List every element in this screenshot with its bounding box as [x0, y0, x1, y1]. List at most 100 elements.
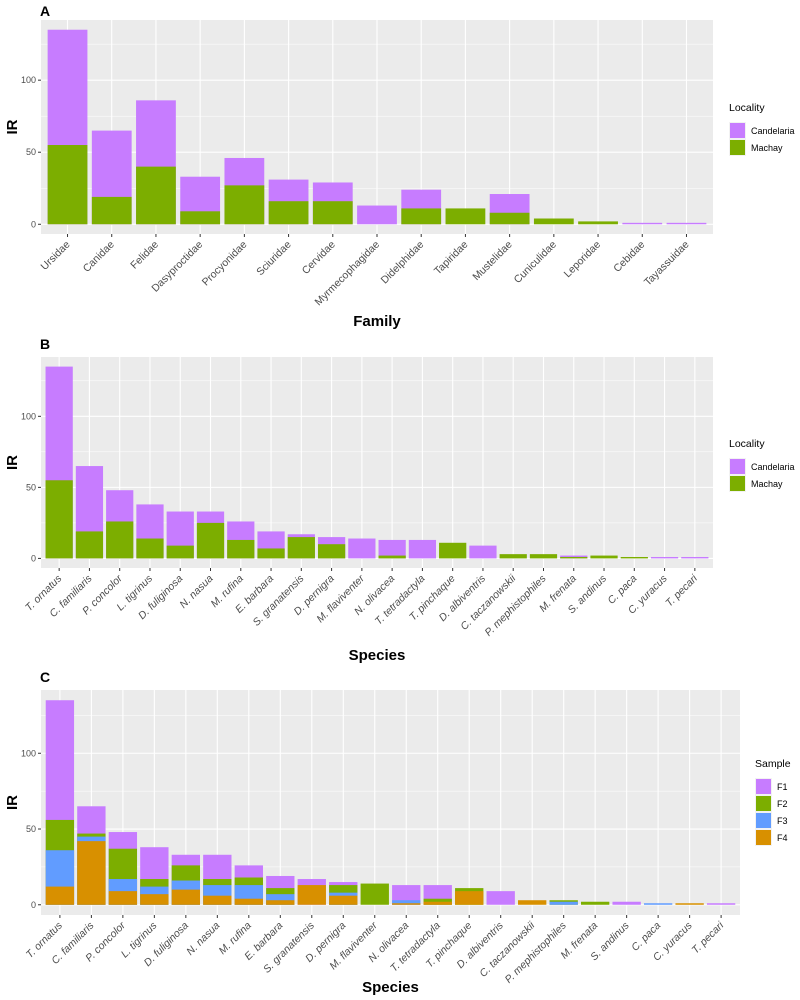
bar-f4-c-familiaris — [77, 841, 106, 905]
bar-f1-d-albiventris — [486, 891, 515, 905]
y-axis-title: IR — [4, 119, 21, 134]
x-tick-label: Procyonidae — [200, 239, 250, 289]
x-axis-title: Species — [349, 647, 406, 664]
bar-f4-t-tetradactyla — [423, 901, 452, 905]
bar-f1-t-pecari — [706, 903, 736, 905]
legend-swatch-machay — [730, 140, 745, 155]
bar-f4-s-granatensis — [297, 885, 326, 905]
y-tick-label: 100 — [21, 75, 36, 85]
bar-f4-t-pinchaque — [455, 891, 484, 905]
x-tick-label: N. nasua — [184, 920, 222, 958]
y-tick-label: 100 — [21, 748, 36, 758]
bar-machay-m-frenata — [560, 556, 588, 559]
x-tick-label: Mustelidae — [470, 239, 515, 284]
y-tick-label: 0 — [31, 900, 36, 910]
bar-machay-n-nasua — [196, 522, 225, 559]
x-tick-label: T. pecari — [690, 919, 727, 956]
bar-machay-procyonidae — [224, 185, 265, 225]
x-tick-label: N. nasua — [177, 573, 215, 611]
bar-machay-p-mephistophiles — [529, 554, 558, 559]
bar-machay-c-paca — [620, 556, 648, 559]
bar-candelaria-m-frenata — [560, 555, 588, 559]
bar-machay-cuniculidae — [533, 218, 574, 225]
y-tick-label: 50 — [26, 824, 36, 834]
bar-f3-p-mephistophiles — [549, 901, 578, 905]
bar-candelaria-n-olivacea — [378, 539, 406, 559]
bar-f4-e-barbara — [266, 900, 295, 905]
legend-label-machay: Machay — [751, 143, 783, 153]
legend-swatch-candelaria — [730, 459, 745, 474]
legend-swatch-candelaria — [730, 123, 745, 138]
legend-title: Locality — [729, 102, 765, 114]
x-tick-label: Ursidae — [39, 239, 73, 273]
bar-f4-d-fuliginosa — [171, 889, 201, 905]
legend-label-f4: F4 — [777, 833, 788, 843]
bar-machay-t-pinchaque — [439, 542, 467, 559]
legend-title: Sample — [755, 758, 791, 770]
bar-machay-c-taczanowskii — [499, 554, 527, 559]
bar-machay-d-pernigra — [317, 544, 346, 559]
bar-machay-t-ornatus — [45, 480, 73, 559]
bar-machay-mustelidae — [489, 212, 530, 225]
x-tick-label: T. pecari — [663, 572, 700, 609]
x-tick-label: Didelphidae — [379, 239, 427, 287]
legend: Sample F1 F2 F3 F4 — [755, 758, 791, 846]
legend: Locality Candelaria Machay — [729, 102, 795, 156]
legend-label-f3: F3 — [777, 816, 788, 826]
y-tick-label: 50 — [26, 482, 36, 492]
y-tick-label: 0 — [31, 553, 36, 563]
y-tick-label: 0 — [31, 219, 36, 229]
x-tick-label: Cervidae — [300, 239, 338, 277]
x-tick-label: Cebidae — [611, 239, 647, 275]
legend: Locality Candelaria Machay — [729, 438, 795, 492]
legend-label-f1: F1 — [777, 782, 788, 792]
panel-tag: C — [40, 669, 50, 685]
x-tick-label: Canidae — [81, 239, 117, 275]
x-axis-title: Species — [362, 979, 419, 996]
bar-candelaria-myrmecophagidae — [357, 205, 397, 225]
bar-f1-s-andinus — [612, 901, 641, 905]
bar-machay-c-familiaris — [75, 531, 104, 559]
bar-machay-d-fuliginosa — [166, 545, 194, 559]
bar-machay-l-tigrinus — [136, 538, 164, 559]
y-tick-label: 100 — [21, 411, 36, 421]
legend-swatch-machay — [730, 476, 745, 491]
bar-f3-e-barbara — [266, 894, 295, 905]
x-axis-title: Family — [353, 313, 401, 330]
bar-candelaria-c-yuracus — [650, 556, 679, 559]
panel-tag: A — [40, 3, 50, 19]
legend-label-candelaria: Candelaria — [751, 126, 795, 136]
bar-f3-c-paca — [643, 903, 673, 905]
x-tick-label: Sciuridae — [254, 239, 294, 279]
bar-machay-dasyproctidae — [180, 211, 221, 225]
x-tick-label: Tapiridae — [432, 239, 471, 278]
bar-machay-p-concolor — [106, 521, 134, 559]
bar-f4-d-pernigra — [329, 895, 358, 905]
bar-f4-m-rufina — [234, 898, 263, 905]
bar-machay-didelphidae — [401, 208, 442, 225]
bar-machay-felidae — [136, 166, 176, 225]
legend-swatch-f4 — [756, 830, 771, 845]
y-axis-title: IR — [4, 795, 21, 810]
y-axis-title: IR — [4, 455, 21, 470]
bar-machay-n-olivacea — [378, 555, 406, 559]
bar-machay-leporidae — [578, 221, 618, 225]
bar-f4-p-concolor — [108, 891, 138, 905]
bar-machay-s-andinus — [590, 555, 618, 559]
bar-candelaria-t-pecari — [681, 556, 709, 559]
bar-f1-n-olivacea — [392, 885, 421, 905]
bar-f4-n-olivacea — [392, 903, 421, 905]
y-tick-label: 50 — [26, 147, 36, 157]
bar-machay-ursidae — [47, 145, 88, 225]
legend-label-machay: Machay — [751, 479, 783, 489]
legend-label-f2: F2 — [777, 799, 788, 809]
bar-f2-m-flaviventer — [360, 883, 389, 905]
bar-candelaria-m-flaviventer — [348, 538, 376, 559]
x-tick-label: Tayassuidae — [642, 239, 692, 289]
legend-swatch-f2 — [756, 796, 771, 811]
bar-candelaria-t-tetradactyla — [408, 539, 437, 559]
bar-machay-cervidae — [312, 201, 353, 225]
legend-title: Locality — [729, 438, 765, 450]
